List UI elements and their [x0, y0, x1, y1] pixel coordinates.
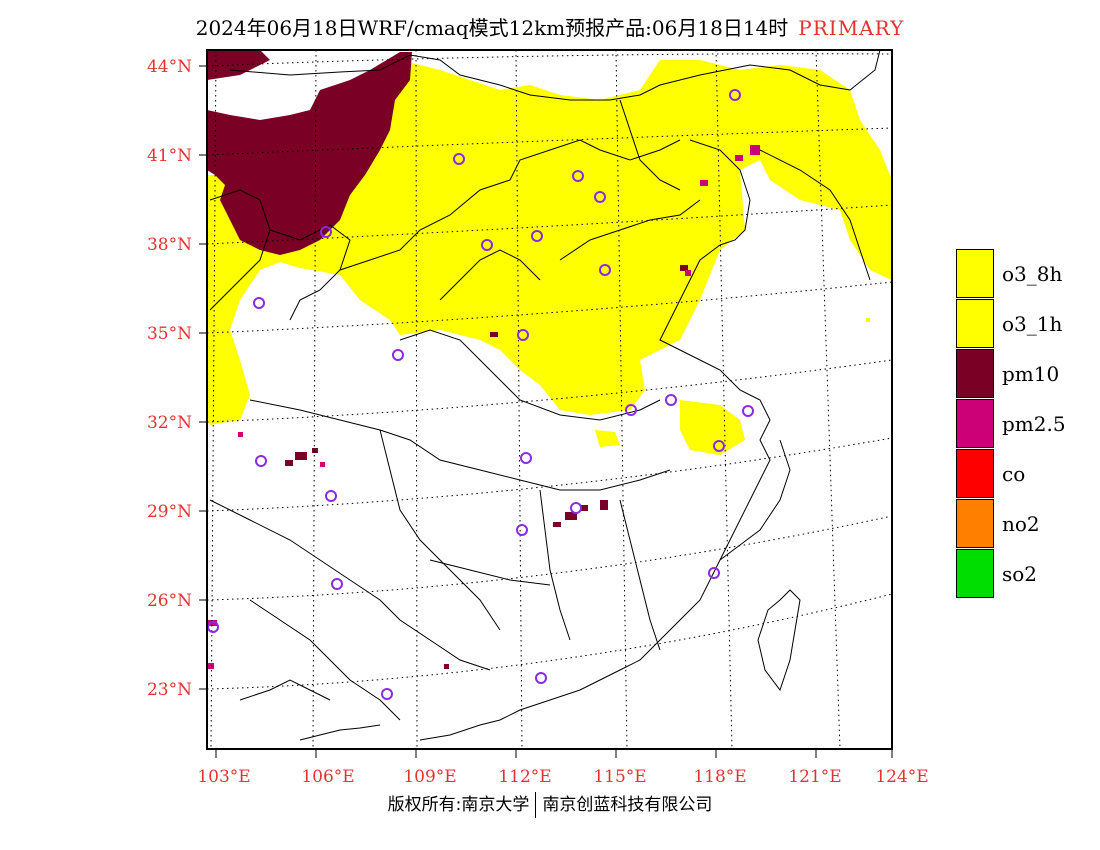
lon-label-124: 124°E — [875, 767, 928, 787]
lon-label-115: 115°E — [593, 767, 646, 787]
footer-divider — [535, 792, 537, 818]
lat-label-23: 23°N — [147, 680, 192, 700]
lon-label-106: 106°E — [301, 767, 354, 787]
legend: o3_8h o3_1h pm10 pm2.5 co no2 so2 — [956, 249, 1076, 599]
lon-label-103: 103°E — [197, 767, 250, 787]
graticule — [207, 50, 892, 749]
lon-label-109: 109°E — [403, 767, 456, 787]
tick-marks — [199, 65, 893, 758]
legend-item-co: co — [956, 449, 1076, 499]
lat-label-44: 44°N — [147, 57, 192, 77]
lat-label-32: 32°N — [147, 413, 192, 433]
copyright-left: 版权所有:南京大学 — [387, 795, 530, 815]
legend-swatch — [956, 349, 994, 398]
legend-item-o3-1h: o3_1h — [956, 299, 1076, 349]
legend-item-so2: so2 — [956, 549, 1076, 599]
legend-item-no2: no2 — [956, 499, 1076, 549]
map-title: 2024年06月18日WRF/cmaq模式12km预报产品:06月18日14时 P… — [0, 12, 1100, 41]
title-text: 2024年06月18日WRF/cmaq模式12km预报产品:06月18日14时 — [195, 16, 789, 40]
copyright-right: 南京创蓝科技有限公司 — [542, 795, 713, 815]
legend-label: co — [1002, 462, 1026, 486]
legend-label: pm2.5 — [1002, 412, 1066, 436]
legend-label: o3_8h — [1002, 262, 1063, 286]
lat-label-29: 29°N — [147, 502, 192, 522]
pm10-area — [207, 50, 688, 669]
legend-item-o3-8h: o3_8h — [956, 249, 1076, 299]
legend-swatch — [956, 299, 994, 348]
lat-label-38: 38°N — [147, 235, 192, 255]
lon-label-118: 118°E — [693, 767, 746, 787]
legend-swatch — [956, 449, 994, 498]
lat-label-41: 41°N — [147, 146, 192, 166]
legend-swatch — [956, 399, 994, 448]
lat-label-26: 26°N — [147, 591, 192, 611]
legend-label: pm10 — [1002, 362, 1060, 386]
copyright-footer: 版权所有:南京大学 南京创蓝科技有限公司 — [0, 790, 1100, 818]
legend-swatch — [956, 549, 994, 598]
map-frame — [206, 49, 893, 750]
legend-item-pm25: pm2.5 — [956, 399, 1076, 449]
lat-label-35: 35°N — [147, 324, 192, 344]
lon-label-112: 112°E — [498, 767, 551, 787]
legend-item-pm10: pm10 — [956, 349, 1076, 399]
legend-swatch — [956, 499, 994, 548]
boundaries — [209, 50, 881, 741]
legend-label: o3_1h — [1002, 312, 1063, 336]
primary-tag: PRIMARY — [798, 16, 905, 40]
legend-swatch — [956, 249, 994, 298]
legend-label: no2 — [1002, 512, 1040, 536]
legend-label: so2 — [1002, 562, 1038, 586]
lon-label-121: 121°E — [788, 767, 841, 787]
